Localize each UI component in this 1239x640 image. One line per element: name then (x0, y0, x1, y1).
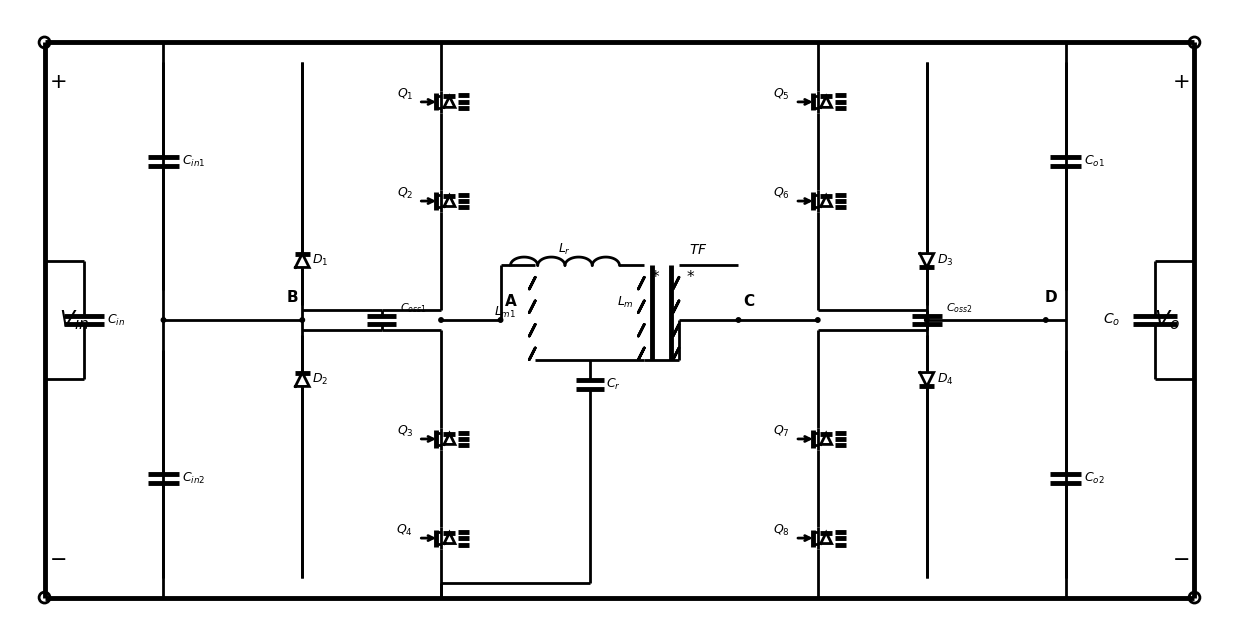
Polygon shape (820, 532, 831, 543)
Text: $Q_5$: $Q_5$ (773, 87, 790, 102)
Text: $L_m$: $L_m$ (617, 295, 634, 310)
Text: $+$: $+$ (1172, 72, 1189, 92)
Text: $V_{in}$: $V_{in}$ (59, 308, 89, 332)
Text: $D_4$: $D_4$ (937, 372, 953, 387)
Text: $D_1$: $D_1$ (312, 253, 328, 268)
Text: $Q_4$: $Q_4$ (396, 523, 414, 538)
Text: $Q_1$: $Q_1$ (396, 87, 414, 102)
Polygon shape (919, 253, 934, 268)
Text: $Q_6$: $Q_6$ (773, 186, 790, 201)
Text: $C_{in2}$: $C_{in2}$ (182, 471, 206, 486)
Text: $*$: $*$ (686, 268, 695, 284)
Text: $C_{in}$: $C_{in}$ (107, 312, 125, 328)
Text: $TF$: $TF$ (689, 243, 707, 257)
Circle shape (1043, 318, 1048, 322)
Polygon shape (444, 97, 455, 108)
Text: $\mathbf{D}$: $\mathbf{D}$ (1043, 289, 1058, 305)
Polygon shape (820, 433, 831, 444)
Polygon shape (820, 97, 831, 108)
Text: $Q_8$: $Q_8$ (773, 523, 790, 538)
Text: $C_{o1}$: $C_{o1}$ (1084, 154, 1105, 169)
Polygon shape (295, 253, 310, 268)
Circle shape (300, 318, 305, 322)
Text: $C_{o2}$: $C_{o2}$ (1084, 471, 1105, 486)
Polygon shape (444, 532, 455, 543)
Text: $-$: $-$ (1172, 548, 1189, 568)
Polygon shape (820, 196, 831, 207)
Text: $Q_7$: $Q_7$ (773, 424, 790, 439)
Text: $D_2$: $D_2$ (312, 372, 328, 387)
Circle shape (161, 318, 166, 322)
Text: $V_o$: $V_o$ (1154, 308, 1180, 332)
Text: $D_3$: $D_3$ (937, 253, 953, 268)
Text: $\mathbf{B}$: $\mathbf{B}$ (286, 289, 299, 305)
Text: $\mathbf{C}$: $\mathbf{C}$ (743, 293, 756, 309)
Text: $Q_2$: $Q_2$ (396, 186, 414, 201)
Circle shape (736, 318, 741, 322)
Circle shape (815, 318, 820, 322)
Polygon shape (295, 372, 310, 387)
Text: $+$: $+$ (50, 72, 67, 92)
Polygon shape (919, 372, 934, 387)
Text: $Q_3$: $Q_3$ (396, 424, 414, 439)
Text: $C_{oss1}$: $C_{oss1}$ (400, 301, 427, 315)
Text: $-$: $-$ (50, 548, 67, 568)
Polygon shape (444, 196, 455, 207)
Text: $C_{in1}$: $C_{in1}$ (182, 154, 206, 169)
Text: $*$: $*$ (652, 268, 660, 284)
Text: $C_{oss2}$: $C_{oss2}$ (945, 301, 973, 315)
Text: $C_o$: $C_o$ (1103, 312, 1120, 328)
Text: $C_r$: $C_r$ (606, 377, 621, 392)
Circle shape (924, 318, 929, 322)
Text: $\mathbf{A}$: $\mathbf{A}$ (503, 293, 517, 309)
Text: $L_{m1}$: $L_{m1}$ (494, 305, 517, 320)
Circle shape (498, 318, 503, 322)
Text: $L_r$: $L_r$ (559, 241, 571, 257)
Polygon shape (444, 433, 455, 444)
Circle shape (439, 318, 444, 322)
